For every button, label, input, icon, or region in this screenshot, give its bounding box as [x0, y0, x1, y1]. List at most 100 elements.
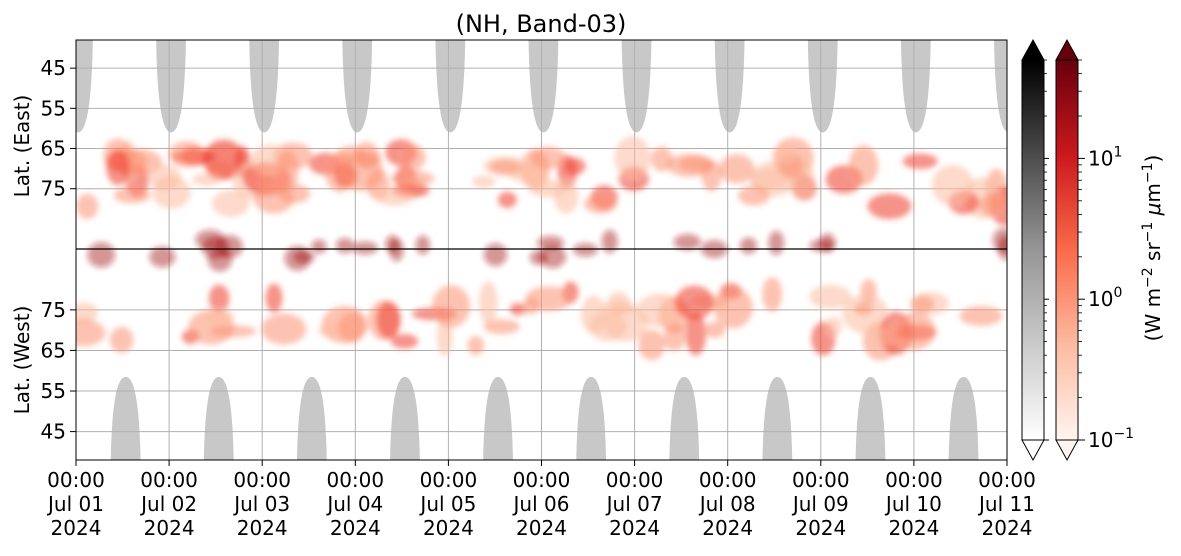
- emission-blob: [663, 322, 686, 352]
- emission-core: [601, 229, 618, 254]
- emission-core: [87, 242, 116, 268]
- x-tick-label: 00:00 Jul 03 2024: [232, 468, 291, 540]
- x-tick-date: Jul 11: [977, 492, 1035, 516]
- night-mask-bottom: [296, 376, 327, 460]
- x-tick-time: 00:00: [513, 468, 571, 492]
- emission-blob: [203, 139, 245, 180]
- x-tick-time: 00:00: [699, 468, 757, 492]
- emission-blob: [192, 173, 222, 186]
- emission-blob: [168, 141, 205, 168]
- x-tick-year: 2024: [237, 516, 288, 540]
- emission-blob: [483, 319, 520, 335]
- colorbar-tick-label: 100: [1088, 285, 1122, 311]
- night-mask-top: [528, 40, 559, 133]
- y-tick-label: 75: [41, 177, 66, 201]
- night-mask-bottom: [948, 376, 979, 460]
- colorbar-greys-extend-top: [1021, 38, 1045, 61]
- emission-layer: [76, 136, 1007, 361]
- night-mask-bottom: [576, 376, 607, 460]
- x-tick-year: 2024: [982, 516, 1033, 540]
- emission-blob: [638, 329, 666, 361]
- night-mask-top: [249, 40, 280, 133]
- x-tick-year: 2024: [516, 516, 567, 540]
- x-tick-label: 00:00 Jul 04 2024: [325, 468, 384, 540]
- colorbar-tick-base: 10: [1088, 287, 1113, 311]
- emission-core: [673, 233, 702, 251]
- emission-blob: [809, 284, 852, 309]
- night-mask-top: [900, 40, 931, 133]
- x-tick-time: 00:00: [233, 468, 291, 492]
- colorbar-tick-exp: −1: [1113, 426, 1134, 442]
- x-tick-date: Jul 03: [232, 492, 290, 516]
- night-mask-bottom: [669, 376, 700, 460]
- night-mask-bottom: [855, 376, 886, 460]
- colorbar-label-part: sr: [1141, 242, 1165, 268]
- x-tick-time: 00:00: [792, 468, 850, 492]
- x-tick-time: 00:00: [47, 468, 105, 492]
- y-tick-label: 75: [41, 298, 66, 322]
- colorbar-label-part: −1: [1140, 222, 1156, 243]
- emission-blob: [825, 316, 843, 337]
- emission-core: [149, 246, 176, 268]
- emission-blob: [704, 321, 726, 339]
- emission-blob: [701, 160, 722, 192]
- emission-blob: [265, 283, 283, 313]
- emission-blob: [375, 187, 414, 206]
- y-tick-label: 65: [41, 137, 66, 161]
- emission-blob: [636, 293, 684, 328]
- emission-core: [739, 237, 758, 255]
- emission-blob: [583, 193, 617, 214]
- emission-blob: [376, 301, 401, 339]
- emission-blob: [261, 313, 307, 345]
- colorbar-label-part: −2: [1140, 267, 1156, 288]
- night-mask-bottom: [762, 376, 793, 460]
- night-mask-bottom: [110, 376, 141, 460]
- x-tick-label: 00:00 Jul 06 2024: [512, 468, 571, 540]
- night-mask-bottom: [203, 376, 234, 460]
- emission-blob: [390, 334, 419, 349]
- emission-blobs: [76, 136, 1007, 361]
- x-tick-time: 00:00: [420, 468, 478, 492]
- colorbar-tick-label: 101: [1088, 144, 1122, 170]
- colorbar-tick-label: 10−1: [1088, 426, 1134, 452]
- emission-core: [998, 236, 1007, 261]
- y-tick-label: 45: [41, 420, 66, 444]
- x-tick-label: 00:00 Jul 10 2024: [884, 468, 943, 540]
- emission-blob: [979, 194, 1001, 217]
- emission-core: [483, 243, 508, 267]
- chart-title: (NH, Band-03): [456, 10, 627, 38]
- emission-core: [768, 230, 785, 256]
- emission-blob: [277, 149, 299, 192]
- x-tick-label: 00:00 Jul 09 2024: [791, 468, 850, 540]
- x-tick-date: Jul 04: [325, 492, 383, 516]
- x-tick-year: 2024: [423, 516, 474, 540]
- emission-blob: [509, 302, 527, 316]
- x-tick-year: 2024: [51, 516, 102, 540]
- emission-blob: [253, 184, 294, 214]
- emission-blob: [530, 146, 566, 170]
- emission-blob: [208, 284, 230, 313]
- night-mask-top: [714, 40, 745, 133]
- heatmap-area: [76, 40, 1007, 460]
- y-tick-label: 65: [41, 338, 66, 362]
- x-tick-year: 2024: [144, 516, 195, 540]
- y-axis-label-east: Lat. (East): [10, 95, 34, 198]
- x-tick-date: Jul 09: [791, 492, 849, 516]
- x-tick-label: 00:00 Jul 11 2024: [977, 468, 1036, 540]
- emission-blob: [109, 326, 134, 353]
- colorbar-reds: [1055, 38, 1079, 462]
- emission-blob: [400, 144, 426, 171]
- night-mask-top: [342, 40, 373, 133]
- emission-blob: [525, 286, 573, 312]
- colorbar-label-part: m: [1141, 183, 1165, 202]
- emission-core: [293, 250, 315, 264]
- colorbar-label-part: −1: [1140, 162, 1156, 183]
- emission-blob: [737, 185, 770, 206]
- x-tick-time: 00:00: [885, 468, 943, 492]
- x-tick-date: Jul 01: [46, 492, 104, 516]
- night-mask-bottom: [483, 376, 513, 460]
- x-tick-date: Jul 08: [698, 492, 756, 516]
- x-tick-label: 00:00 Jul 05 2024: [418, 468, 477, 540]
